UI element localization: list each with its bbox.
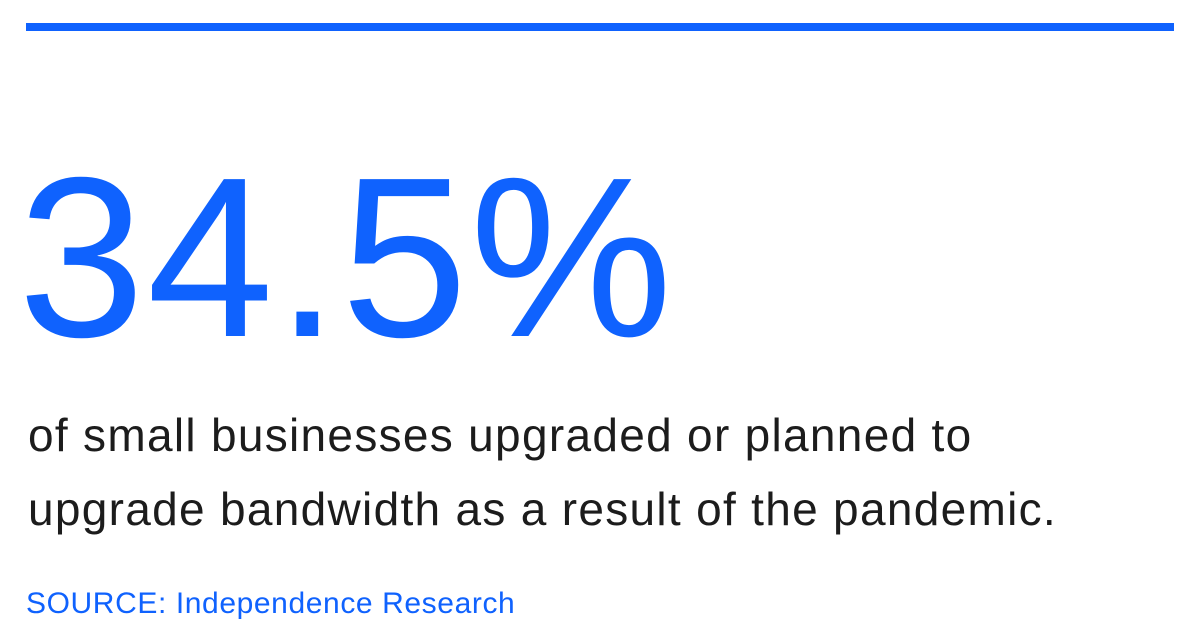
description-line: upgrade bandwidth as a result of the pan…	[28, 483, 1057, 535]
stat-value: 34.5%	[18, 131, 675, 385]
description-line: of small businesses upgraded or planned …	[28, 409, 973, 461]
stat-description: of small businesses upgraded or planned …	[28, 398, 1188, 546]
top-accent-rule	[26, 23, 1174, 31]
source-citation: SOURCE: Independence Research	[26, 587, 516, 620]
